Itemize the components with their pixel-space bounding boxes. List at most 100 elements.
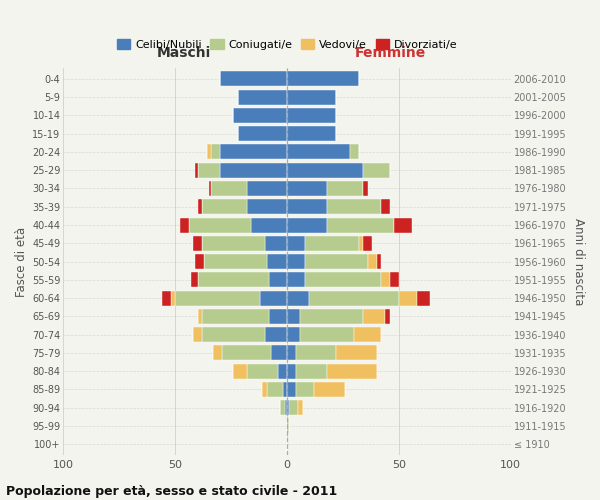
Bar	[328, 218, 394, 232]
Bar	[280, 400, 285, 415]
Y-axis label: Fasce di età: Fasce di età	[15, 226, 28, 296]
Bar	[305, 236, 359, 251]
Bar	[287, 72, 359, 86]
Bar	[202, 236, 265, 251]
Y-axis label: Anni di nascita: Anni di nascita	[572, 218, 585, 305]
Bar	[197, 272, 269, 287]
Bar	[385, 309, 390, 324]
Bar	[287, 144, 350, 160]
Bar	[287, 162, 363, 178]
Bar	[238, 90, 287, 104]
Bar	[285, 400, 287, 415]
Bar	[162, 290, 171, 306]
Bar	[188, 218, 251, 232]
Bar	[211, 181, 247, 196]
Bar	[287, 382, 296, 397]
Bar	[220, 162, 287, 178]
Bar	[247, 200, 287, 214]
Bar	[220, 72, 287, 86]
Bar	[171, 290, 175, 306]
Bar	[287, 236, 305, 251]
Legend: Celibi/Nubili, Coniugati/e, Vedovi/e, Divorziati/e: Celibi/Nubili, Coniugati/e, Vedovi/e, Di…	[113, 35, 461, 54]
Bar	[204, 254, 267, 269]
Bar	[363, 181, 368, 196]
Bar	[390, 272, 399, 287]
Bar	[196, 254, 204, 269]
Bar	[202, 309, 269, 324]
Bar	[247, 364, 278, 378]
Bar	[220, 144, 287, 160]
Bar	[265, 236, 287, 251]
Bar	[287, 364, 296, 378]
Bar	[175, 290, 260, 306]
Bar	[278, 364, 287, 378]
Bar	[251, 218, 287, 232]
Bar	[363, 162, 390, 178]
Bar	[267, 382, 283, 397]
Text: Maschi: Maschi	[157, 46, 211, 60]
Bar	[260, 290, 287, 306]
Bar	[287, 254, 305, 269]
Bar	[394, 218, 412, 232]
Bar	[211, 144, 220, 160]
Bar	[305, 272, 381, 287]
Bar	[336, 346, 377, 360]
Bar	[287, 272, 305, 287]
Bar	[197, 162, 220, 178]
Bar	[298, 400, 303, 415]
Bar	[213, 346, 222, 360]
Bar	[287, 90, 336, 104]
Bar	[287, 418, 289, 434]
Bar	[196, 162, 197, 178]
Bar	[265, 327, 287, 342]
Bar	[399, 290, 417, 306]
Bar	[179, 218, 188, 232]
Bar	[305, 254, 368, 269]
Bar	[328, 364, 377, 378]
Bar	[269, 272, 287, 287]
Bar	[193, 236, 202, 251]
Bar	[197, 309, 202, 324]
Bar	[328, 181, 363, 196]
Bar	[368, 254, 377, 269]
Bar	[287, 108, 336, 123]
Bar	[267, 254, 287, 269]
Bar	[287, 400, 289, 415]
Bar	[287, 346, 296, 360]
Text: Popolazione per età, sesso e stato civile - 2011: Popolazione per età, sesso e stato civil…	[6, 484, 337, 498]
Bar	[301, 309, 363, 324]
Bar	[296, 382, 314, 397]
Bar	[197, 200, 202, 214]
Bar	[377, 254, 381, 269]
Bar	[381, 200, 390, 214]
Bar	[269, 309, 287, 324]
Bar	[359, 236, 363, 251]
Bar	[209, 181, 211, 196]
Bar	[314, 382, 345, 397]
Bar	[238, 126, 287, 141]
Bar	[289, 400, 298, 415]
Bar	[296, 364, 328, 378]
Bar	[310, 290, 399, 306]
Bar	[262, 382, 267, 397]
Bar	[206, 144, 211, 160]
Bar	[287, 218, 328, 232]
Bar	[287, 200, 328, 214]
Bar	[328, 200, 381, 214]
Bar	[350, 144, 359, 160]
Bar	[417, 290, 430, 306]
Bar	[202, 200, 247, 214]
Bar	[191, 272, 197, 287]
Bar	[363, 309, 385, 324]
Bar	[287, 309, 301, 324]
Bar	[381, 272, 390, 287]
Bar	[287, 290, 310, 306]
Bar	[233, 108, 287, 123]
Bar	[301, 327, 354, 342]
Bar	[247, 181, 287, 196]
Bar	[202, 327, 265, 342]
Bar	[222, 346, 271, 360]
Bar	[296, 346, 336, 360]
Text: Femmine: Femmine	[355, 46, 425, 60]
Bar	[287, 327, 301, 342]
